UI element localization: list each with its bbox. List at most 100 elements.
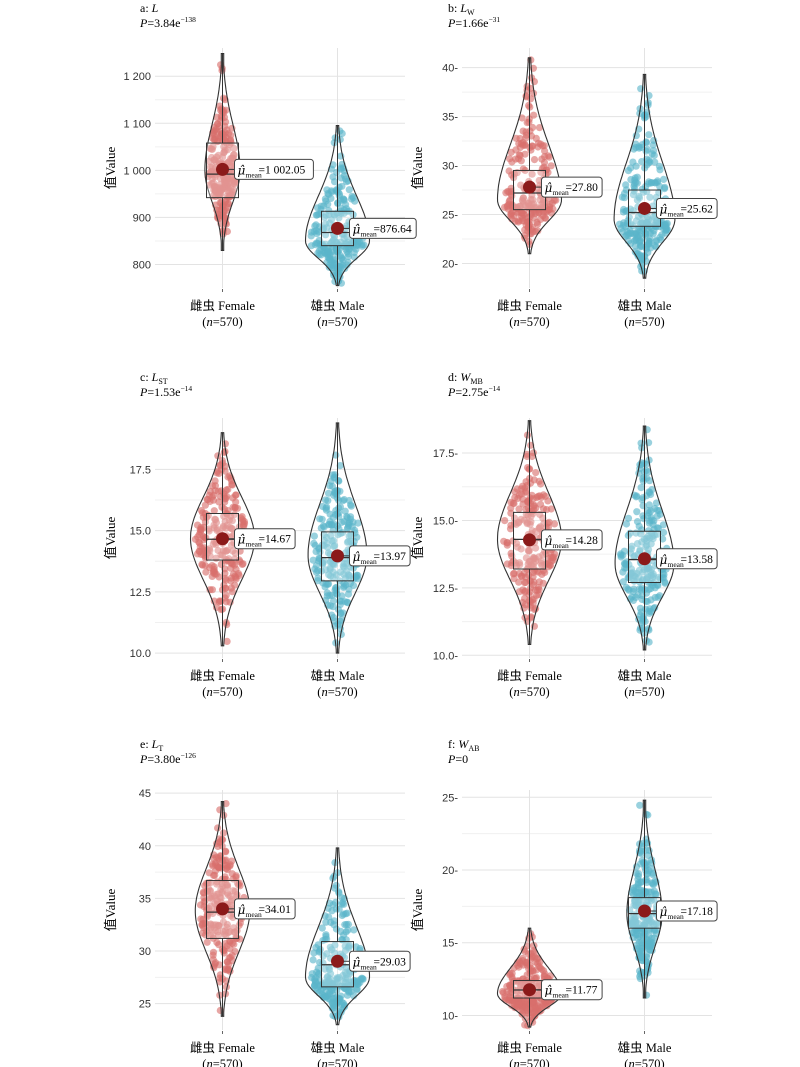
mean-value-label: =29.03 — [374, 956, 407, 968]
data-point — [538, 155, 546, 163]
n-value: =570) — [213, 1057, 243, 1067]
data-point — [629, 588, 637, 596]
data-point — [210, 186, 218, 194]
panel-label: d: — [448, 370, 460, 384]
data-point — [339, 899, 347, 907]
data-point — [317, 202, 325, 210]
x-category-label: 雌虫 Female — [497, 668, 562, 683]
data-point — [660, 175, 668, 183]
mean-point — [638, 201, 651, 215]
data-point — [327, 187, 335, 195]
data-point — [331, 898, 340, 907]
data-point — [642, 138, 650, 146]
data-point — [647, 490, 655, 499]
x-category-label: 雌虫 Female — [190, 298, 255, 313]
data-point — [209, 143, 217, 151]
mean-subscript: mean — [361, 229, 377, 238]
data-point — [636, 238, 644, 246]
paren-open: ( — [317, 315, 321, 329]
mu-hat-symbol: μ̂ — [353, 955, 361, 969]
data-point — [314, 228, 322, 236]
mu-hat-symbol: μ̂ — [353, 222, 361, 236]
data-point — [342, 910, 350, 918]
data-point — [345, 241, 353, 249]
data-point — [322, 993, 330, 1001]
data-point — [539, 199, 547, 207]
data-point — [212, 125, 220, 133]
data-point — [333, 247, 341, 256]
data-point — [310, 949, 318, 957]
data-point — [330, 474, 338, 482]
mean-point — [331, 549, 344, 563]
panel-a: a: LP=3.84e−138 值Value 800 900 1 000 1 100 1 2… — [103, 1, 417, 329]
data-point — [312, 568, 321, 576]
data-point — [217, 597, 225, 605]
sample-size-label: (n=570) — [317, 685, 357, 699]
mean-label-box — [541, 176, 603, 198]
mean-value-label: =14.67 — [259, 534, 292, 546]
panel-title: f: WAB — [448, 737, 479, 753]
data-point — [321, 496, 330, 504]
mu-hat-symbol: μ̂ — [238, 533, 246, 547]
data-point — [230, 179, 238, 188]
data-point — [319, 522, 327, 530]
y-tick-label: 25- — [442, 792, 458, 804]
data-point — [329, 514, 337, 522]
series-female: μ̂ mean=1 002.05 雌虫 Female (n=570) — [190, 53, 314, 329]
p-exponent: −14 — [180, 384, 192, 393]
measure-name: L — [459, 1, 467, 15]
y-tick-label: 45 — [139, 788, 151, 800]
sample-size-label: (n=570) — [202, 315, 242, 329]
n-value: =570) — [328, 1057, 358, 1067]
data-point — [629, 158, 637, 166]
mean-point — [216, 532, 229, 546]
data-point — [512, 134, 520, 142]
data-point — [530, 156, 539, 164]
data-point — [515, 202, 524, 210]
data-point — [229, 494, 237, 502]
panel-label: a: — [140, 1, 152, 15]
x-category-label: 雌虫 Female — [497, 298, 562, 313]
y-tick-label: 12.5 — [130, 587, 151, 599]
data-point — [317, 244, 325, 253]
data-point — [618, 193, 626, 201]
panel-title: b: LW — [448, 1, 475, 17]
data-point — [521, 579, 529, 587]
y-tick-label: 15- — [442, 938, 458, 950]
data-point — [325, 210, 333, 218]
data-point — [637, 484, 645, 492]
measure-name: L — [151, 1, 159, 15]
data-point — [327, 194, 335, 202]
data-point — [653, 177, 662, 185]
data-point — [328, 238, 336, 246]
y-tick-label: 10.0- — [433, 650, 458, 662]
mean-value-label: =14.28 — [566, 535, 599, 547]
data-point — [531, 1004, 539, 1013]
data-point — [524, 223, 533, 231]
data-point — [517, 572, 525, 580]
data-point — [539, 205, 547, 213]
data-point — [532, 469, 540, 477]
data-point — [518, 114, 526, 122]
n-value: =570) — [520, 315, 550, 329]
y-tick-label: 30 — [139, 946, 151, 958]
y-tick-label: 35- — [442, 112, 458, 124]
sample-size-label: (n=570) — [624, 1057, 664, 1067]
data-point — [219, 153, 227, 161]
data-point — [535, 124, 544, 132]
mean-value-label: =13.97 — [374, 551, 407, 563]
data-point — [620, 559, 629, 568]
data-point — [541, 147, 549, 155]
data-point — [314, 964, 322, 972]
sample-size-label: (n=570) — [509, 685, 549, 699]
data-point — [550, 520, 559, 528]
data-point — [232, 872, 240, 880]
data-point — [313, 211, 321, 219]
mean-value-label: =25.62 — [681, 203, 714, 215]
data-point — [650, 147, 658, 155]
sample-size-label: (n=570) — [624, 315, 664, 329]
data-point — [521, 588, 529, 596]
